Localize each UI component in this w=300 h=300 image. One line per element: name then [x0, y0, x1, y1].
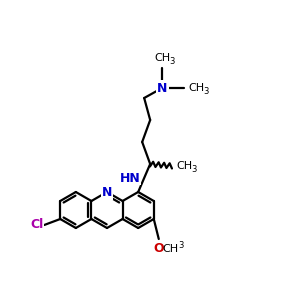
Text: CH: CH [154, 53, 170, 63]
Text: CH: CH [176, 161, 192, 171]
Text: 3: 3 [203, 86, 209, 95]
Text: CH: CH [188, 83, 204, 93]
Text: N: N [102, 185, 112, 199]
Text: O: O [154, 242, 164, 256]
Text: Cl: Cl [31, 218, 44, 232]
Text: N: N [157, 82, 167, 94]
Text: 3: 3 [178, 242, 184, 250]
Text: 3: 3 [191, 164, 197, 173]
Text: CH: CH [163, 244, 179, 254]
Text: 3: 3 [169, 56, 175, 65]
Text: HN: HN [120, 172, 141, 184]
